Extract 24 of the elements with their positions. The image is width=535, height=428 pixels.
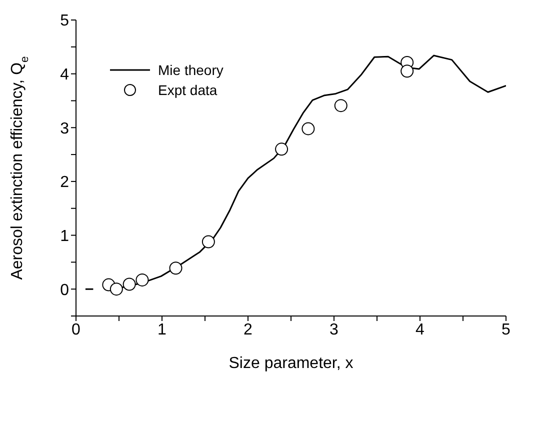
legend-label: Expt data — [158, 82, 218, 98]
y-tick-label: 0 — [60, 282, 70, 299]
y-tick-label: 3 — [60, 120, 70, 138]
x-tick-label: 4 — [416, 321, 425, 338]
y-tick-label: 1 — [60, 228, 70, 245]
x-tick-label: 2 — [244, 321, 253, 338]
x-tick-label: 5 — [502, 321, 511, 338]
point — [110, 282, 123, 296]
x-tick-label: 0 — [72, 321, 81, 338]
point — [169, 262, 182, 275]
y-tick-label: 5 — [60, 12, 70, 30]
point — [334, 99, 348, 112]
point — [122, 278, 136, 291]
point — [400, 64, 414, 78]
point — [275, 142, 288, 156]
x-tick-label: 1 — [158, 321, 167, 338]
x-axis-title: Size parameter, x — [228, 355, 354, 372]
y-tick-label: 4 — [60, 66, 70, 84]
x-tick-label: 3 — [330, 321, 339, 338]
y-tick-label: 2 — [60, 174, 70, 192]
point — [136, 273, 149, 286]
point — [202, 235, 215, 248]
point — [302, 122, 315, 136]
legend-label: Mie theory — [158, 62, 224, 78]
